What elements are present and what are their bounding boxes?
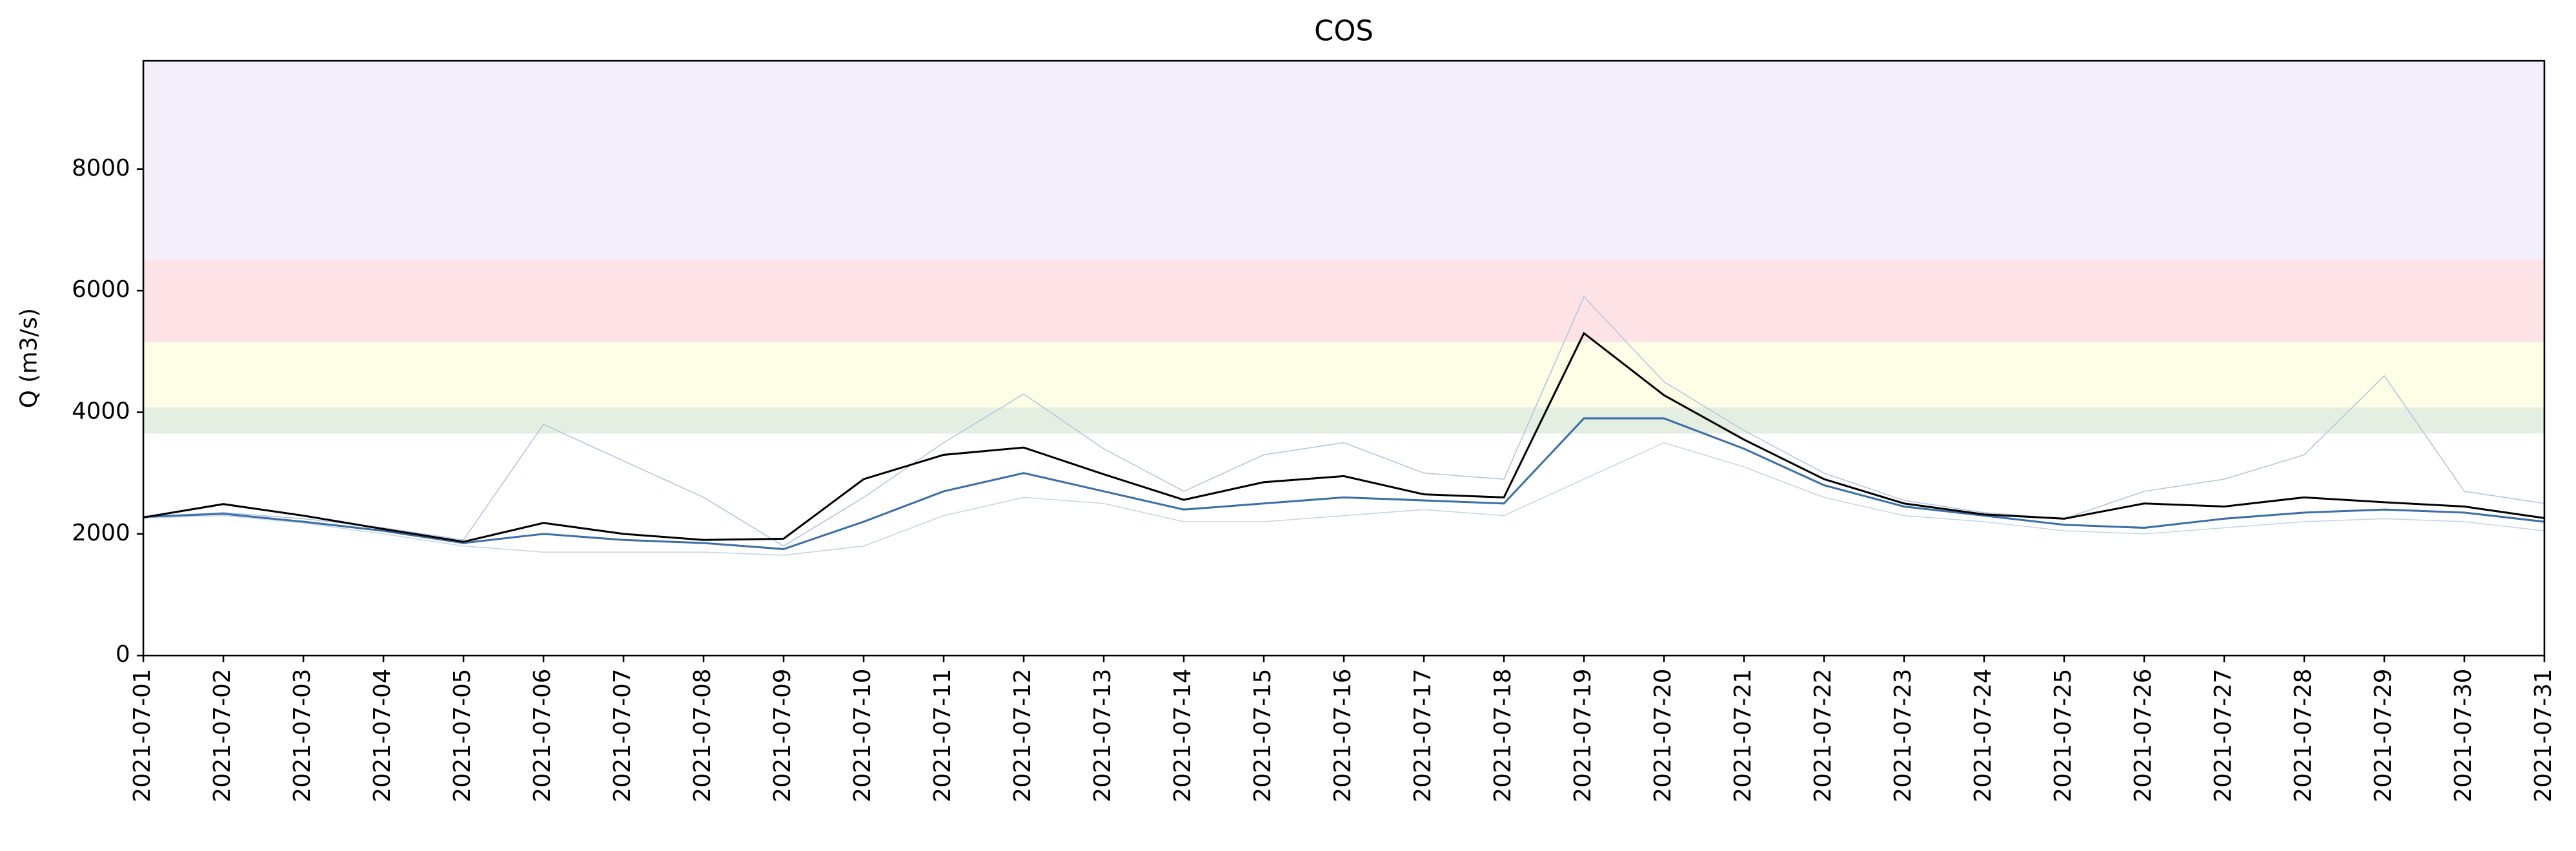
x-tick-label: 2021-07-19 [1570, 669, 1596, 803]
x-tick-label: 2021-07-08 [689, 669, 716, 803]
x-tick-label: 2021-07-26 [2130, 669, 2156, 803]
x-tick-label: 2021-07-07 [609, 669, 636, 803]
x-tick-label: 2021-07-11 [929, 669, 956, 803]
x-tick-label: 2021-07-02 [209, 669, 236, 803]
series-line [143, 296, 2545, 547]
x-tick-label: 2021-07-24 [1970, 669, 1996, 803]
y-tick-label: 0 [116, 641, 130, 668]
plot-frame [142, 59, 2546, 657]
x-tick-label: 2021-07-13 [1090, 669, 1116, 803]
x-tick-label: 2021-07-29 [2370, 669, 2397, 803]
x-tick-label: 2021-07-05 [449, 669, 476, 803]
x-tick-label: 2021-07-23 [1890, 669, 1916, 803]
threshold-band [143, 342, 2544, 407]
series-line [143, 442, 2545, 556]
y-tick-label: 4000 [72, 398, 130, 424]
x-tick-label: 2021-07-09 [769, 669, 796, 803]
x-tick-label: 2021-07-04 [369, 669, 396, 803]
y-tick-label: 2000 [72, 520, 130, 546]
threshold-band [143, 260, 2544, 343]
x-tick-label: 2021-07-28 [2290, 669, 2317, 803]
x-tick-label: 2021-07-01 [129, 669, 156, 803]
threshold-band [143, 61, 2544, 261]
x-tick-label: 2021-07-14 [1170, 669, 1196, 803]
x-tick-label: 2021-07-12 [1009, 669, 1036, 803]
y-tick-label: 8000 [72, 155, 130, 181]
x-tick-label: 2021-07-20 [1650, 669, 1676, 803]
x-tick-label: 2021-07-15 [1250, 669, 1276, 803]
y-axis-label: Q (m3/s) [15, 308, 42, 408]
x-tick-label: 2021-07-25 [2050, 669, 2076, 803]
x-tick-label: 2021-07-18 [1490, 669, 1516, 803]
y-tick-label: 6000 [72, 276, 130, 303]
x-tick-label: 2021-07-17 [1410, 669, 1436, 803]
x-tick-label: 2021-07-03 [289, 669, 316, 803]
chart-title: COS [1314, 15, 1374, 47]
series-line [143, 331, 2545, 543]
x-tick-label: 2021-07-31 [2530, 669, 2557, 803]
series-line [143, 417, 2545, 550]
x-tick-label: 2021-07-06 [529, 669, 556, 803]
x-tick-label: 2021-07-21 [1730, 669, 1756, 803]
x-tick-label: 2021-07-27 [2210, 669, 2236, 803]
x-tick-label: 2021-07-30 [2450, 669, 2477, 803]
threshold-band [143, 407, 2544, 434]
x-tick-label: 2021-07-16 [1330, 669, 1356, 803]
x-tick-label: 2021-07-10 [849, 669, 876, 803]
x-tick-label: 2021-07-22 [1810, 669, 1836, 803]
